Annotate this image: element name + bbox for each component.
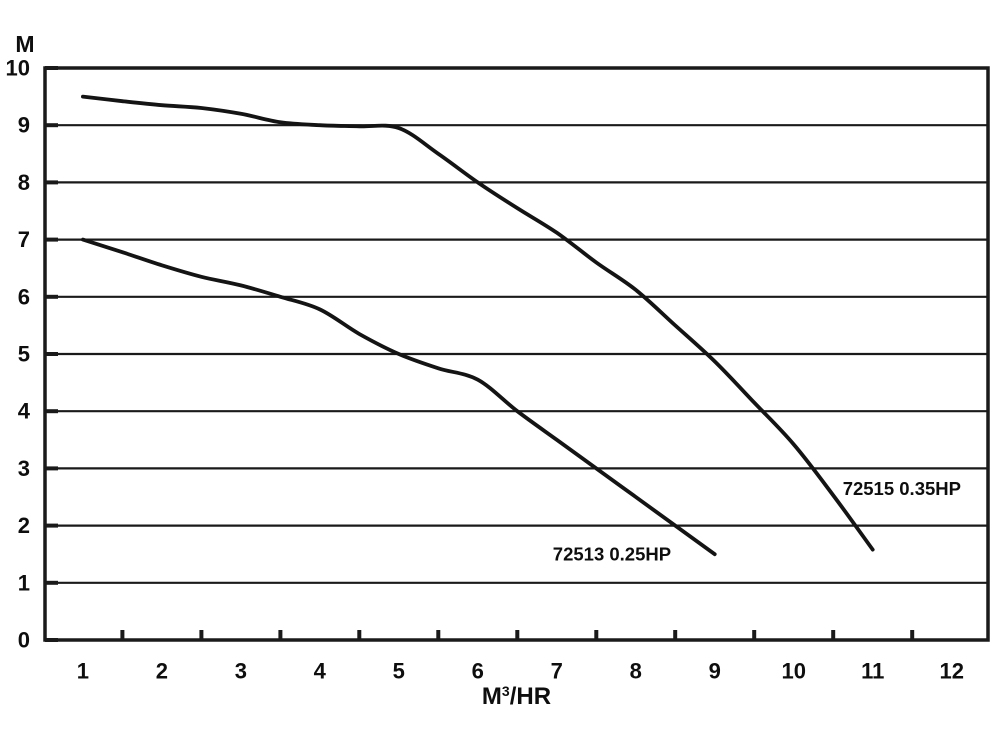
y-tick-label: 9 bbox=[18, 113, 30, 138]
y-tick-label: 5 bbox=[18, 342, 30, 367]
x-tick-label: 5 bbox=[393, 659, 405, 684]
x-axis-title: M3/HR bbox=[45, 683, 988, 710]
y-tick-label: 4 bbox=[18, 399, 31, 424]
x-axis-title-rest: /HR bbox=[509, 683, 552, 710]
x-tick-label: 3 bbox=[235, 659, 247, 684]
y-axis-title: M bbox=[15, 31, 35, 57]
x-tick-label: 11 bbox=[861, 659, 884, 684]
x-tick-label: 6 bbox=[472, 659, 484, 684]
y-tick-label: 7 bbox=[18, 227, 30, 252]
y-tick-label: 10 bbox=[6, 56, 30, 81]
x-tick-label: 2 bbox=[156, 659, 168, 684]
plot-border bbox=[43, 66, 990, 642]
x-tick-label: 8 bbox=[630, 659, 642, 684]
x-tick-label: 12 bbox=[939, 659, 963, 684]
x-tick-label: 4 bbox=[314, 659, 327, 684]
x-tick-label: 10 bbox=[781, 659, 805, 684]
x-tick-label: 9 bbox=[709, 659, 721, 684]
x-axis-title-superscript: 3 bbox=[501, 683, 510, 699]
y-tick-label: 0 bbox=[18, 628, 30, 653]
x-tick-label: 1 bbox=[77, 659, 89, 684]
curve-72513-025hp bbox=[81, 237, 717, 557]
x-axis-title-main: M bbox=[481, 683, 502, 710]
x-tick-label: 7 bbox=[551, 659, 563, 684]
curve-label-72513-025hp: 72513 0.25HP bbox=[553, 544, 671, 565]
curve-72515-035hp bbox=[81, 94, 875, 552]
y-tick-label: 8 bbox=[18, 170, 30, 195]
y-tick-label: 1 bbox=[18, 570, 30, 595]
curve-label-72515-035hp: 72515 0.35HP bbox=[843, 478, 961, 499]
y-tick-label: 3 bbox=[18, 456, 30, 481]
y-tick-label: 2 bbox=[18, 513, 30, 538]
y-tick-label: 6 bbox=[18, 284, 30, 309]
